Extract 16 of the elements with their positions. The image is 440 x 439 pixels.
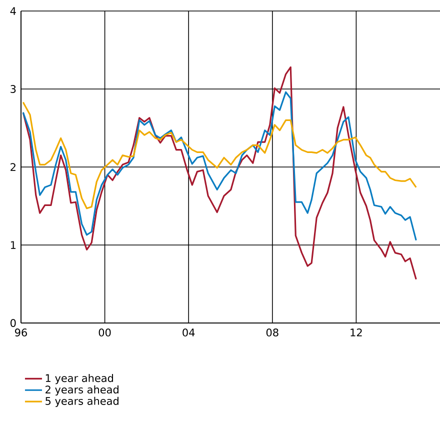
- y-tick-label: 1: [10, 241, 16, 249]
- y-tick-label: 2: [10, 163, 16, 171]
- line-series: [22, 91, 417, 242]
- x-tick-label: 12: [350, 328, 362, 336]
- legend-label: 2 years ahead: [46, 385, 118, 396]
- legend-label: 5 years ahead: [46, 396, 118, 407]
- legend-label: 1 year ahead: [46, 374, 113, 384]
- x-tick-label: 08: [266, 328, 278, 336]
- x-tick-label: 00: [98, 328, 111, 336]
- line-series: [22, 66, 417, 280]
- x-tick-label: 96: [15, 328, 27, 336]
- line-series: [22, 101, 417, 210]
- y-tick-label: 4: [10, 7, 16, 15]
- y-tick-label: 3: [10, 85, 16, 93]
- x-tick-label: 04: [182, 328, 195, 336]
- y-tick-label: 0: [10, 319, 16, 327]
